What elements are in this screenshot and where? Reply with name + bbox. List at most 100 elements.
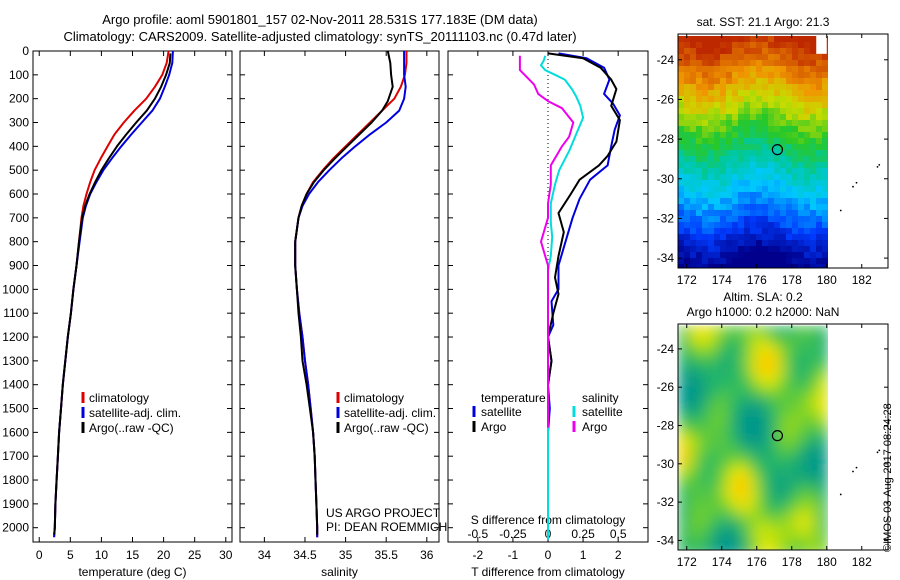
sst-map-cell	[708, 227, 715, 235]
sst-map-cell	[684, 119, 691, 127]
sst-map-cell	[738, 161, 745, 169]
sla-map-cell	[798, 395, 809, 407]
sla-map-cell	[738, 405, 749, 417]
sst-map-cell	[678, 113, 685, 121]
sst-map-cell	[684, 137, 691, 145]
sst-map-cell	[816, 257, 823, 265]
sst-map-cell	[798, 119, 805, 127]
temperature-x-tick-label: 30	[219, 548, 233, 562]
sst-map-cell	[780, 239, 787, 247]
sst-map-cell	[750, 101, 757, 109]
sla-map-cell	[768, 355, 779, 367]
sla-map-cell	[818, 505, 828, 517]
sst-map-cell	[756, 107, 763, 115]
sst-map-cell	[738, 77, 745, 85]
sst-map-cell	[720, 143, 727, 151]
temperature-y-tick-label: 1800	[2, 473, 29, 487]
sst-map-cell	[816, 83, 823, 91]
sst-map-cell	[684, 179, 691, 187]
sst-map-cell	[738, 95, 745, 103]
sst-map-cell	[714, 209, 721, 217]
sst-map-cell	[726, 161, 733, 169]
sst-map-cell	[780, 191, 787, 199]
sst-map-cell	[798, 233, 805, 241]
sla-map-cell	[708, 465, 719, 477]
sst-map-cell	[696, 101, 703, 109]
temperature-series-argo-raw-qc-	[53, 53, 172, 535]
project-label: US ARGO PROJECT	[326, 506, 441, 520]
sst-map-cell	[684, 59, 691, 67]
sla-map-cell	[738, 335, 749, 347]
difference-x-tick-label: 1	[580, 548, 587, 562]
sla-map-cell	[688, 455, 699, 467]
sla-map-cell	[818, 395, 828, 407]
sst-map-cell	[738, 191, 745, 199]
sst-map-cell	[726, 35, 733, 43]
sst-map-cell	[720, 107, 727, 115]
sst-map-cell	[684, 65, 691, 73]
sst-map-cell	[702, 113, 709, 121]
sst-map-cell	[702, 263, 709, 268]
salinity-legend-label: satellite-adj. clim.	[344, 406, 436, 420]
sst-map-cell	[810, 95, 817, 103]
sla-map-cell	[718, 355, 729, 367]
sst-map-cell	[702, 185, 709, 193]
sla-map-cell	[778, 465, 789, 477]
sst-map-cell	[780, 155, 787, 163]
sst-map-cell	[720, 173, 727, 181]
sla-map-cell	[738, 525, 749, 537]
sla-map-cell	[818, 365, 828, 377]
sst-map-cell	[768, 251, 775, 259]
sst-map-cell	[738, 131, 745, 139]
sst-map-cell	[696, 83, 703, 91]
sst-map-cell	[816, 227, 823, 235]
sst-map-cell	[774, 173, 781, 181]
sst-map-cell	[732, 119, 739, 127]
sst-map-cell	[678, 179, 685, 187]
sst-map-cell	[732, 197, 739, 205]
sst-map-cell	[810, 185, 817, 193]
sst-map-cell	[726, 173, 733, 181]
sst-map-cell	[810, 197, 817, 205]
sst-map-cell	[744, 71, 751, 79]
sla-map-cell	[758, 365, 769, 377]
sla-map-island	[876, 451, 879, 454]
sst-map-cell	[798, 101, 805, 109]
sla-map-cell	[818, 325, 828, 337]
sst-map-cell	[678, 239, 685, 247]
sst-map-cell	[690, 77, 697, 85]
sla-map-cell	[718, 485, 729, 497]
sst-map-cell	[744, 119, 751, 127]
sla-map-cell	[738, 535, 749, 547]
sst-map-cell	[714, 137, 721, 145]
sla-map-cell	[678, 405, 689, 417]
salinity-panel: 34 34.5 35 35.5 36 salinity climatologysatelli…	[239, 50, 447, 579]
sst-map-cell	[714, 227, 721, 235]
sst-map-cell	[678, 257, 685, 265]
sst-map-cell	[792, 203, 799, 211]
sla-map-cell	[788, 385, 799, 397]
salinity-frame	[239, 50, 440, 543]
sla-map-cell	[788, 505, 799, 517]
sla-map-cell	[748, 435, 759, 447]
sla-map-cell	[718, 375, 729, 387]
sla-map-cell	[798, 425, 809, 437]
sst-map-x-tick-label: 178	[782, 273, 802, 287]
sst-map-cell	[762, 191, 769, 199]
sla-map-cell	[788, 525, 799, 537]
sst-map-cell	[822, 65, 828, 73]
sst-map-cell	[768, 95, 775, 103]
sst-map-cell	[750, 83, 757, 91]
temperature-y-tick-label: 800	[9, 235, 29, 249]
sla-map-cell	[748, 505, 759, 517]
sst-map-cell	[702, 179, 709, 187]
sla-map-cell	[678, 475, 689, 487]
sla-map-cell	[768, 525, 779, 537]
sst-map-cell	[690, 89, 697, 97]
sla-map-cell	[768, 505, 779, 517]
sla-map-cell	[758, 435, 769, 447]
sst-map-cell	[720, 263, 727, 268]
sst-map-cell	[708, 53, 715, 61]
sla-map-cell	[788, 515, 799, 527]
sst-map-cell	[678, 233, 685, 241]
